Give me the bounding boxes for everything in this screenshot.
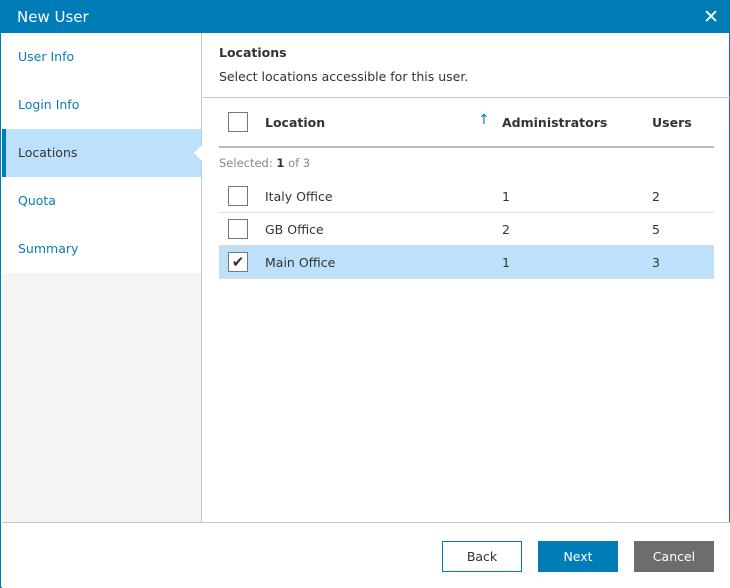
step-login-info[interactable]: Login Info	[2, 81, 201, 129]
title-bar: New User ✕	[1, 1, 730, 33]
users-count: 3	[652, 255, 660, 270]
table-row[interactable]: Italy Office 1 2	[219, 180, 714, 213]
step-summary[interactable]: Summary	[2, 225, 201, 273]
selection-count: Selected: 1 of 3	[219, 156, 310, 170]
selected-count: 1	[276, 156, 285, 170]
administrators-count: 2	[502, 222, 510, 237]
page-title: Locations	[219, 45, 287, 60]
select-all-checkbox[interactable]	[228, 112, 248, 132]
back-button[interactable]: Back	[442, 541, 522, 572]
dialog-footer: Back Next Cancel	[2, 522, 730, 588]
step-locations[interactable]: Locations	[2, 129, 202, 177]
administrators-count: 1	[502, 255, 510, 270]
header-divider	[219, 146, 714, 148]
column-header-users[interactable]: Users	[652, 115, 692, 130]
row-checkbox[interactable]	[228, 219, 248, 239]
location-name: GB Office	[265, 222, 324, 237]
location-name: Italy Office	[265, 189, 333, 204]
administrators-count: 1	[502, 189, 510, 204]
sort-ascending-icon[interactable]: ↑	[478, 112, 490, 128]
locations-panel: Locations Select locations accessible fo…	[203, 33, 730, 522]
table-row[interactable]: GB Office 2 5	[219, 213, 714, 246]
row-checkbox[interactable]	[228, 186, 248, 206]
close-icon[interactable]: ✕	[703, 6, 719, 28]
selected-total: of 3	[288, 156, 311, 170]
users-count: 2	[652, 189, 660, 204]
step-quota[interactable]: Quota	[2, 177, 201, 225]
location-name: Main Office	[265, 255, 336, 270]
row-checkbox-checked[interactable]: ✔	[228, 252, 248, 272]
cancel-button[interactable]: Cancel	[634, 541, 714, 572]
users-count: 5	[652, 222, 660, 237]
step-user-info[interactable]: User Info	[2, 33, 201, 81]
page-subtitle: Select locations accessible for this use…	[219, 69, 469, 84]
selected-label: Selected:	[219, 156, 273, 170]
table-row-selected[interactable]: ✔ Main Office 1 3	[219, 246, 714, 279]
divider	[203, 97, 730, 98]
wizard-steps: User Info Login Info Locations Quota Sum…	[2, 33, 202, 522]
column-header-location[interactable]: Location	[265, 115, 326, 130]
next-button[interactable]: Next	[538, 541, 618, 572]
column-header-administrators[interactable]: Administrators	[502, 115, 608, 130]
dialog-title: New User	[17, 8, 89, 26]
